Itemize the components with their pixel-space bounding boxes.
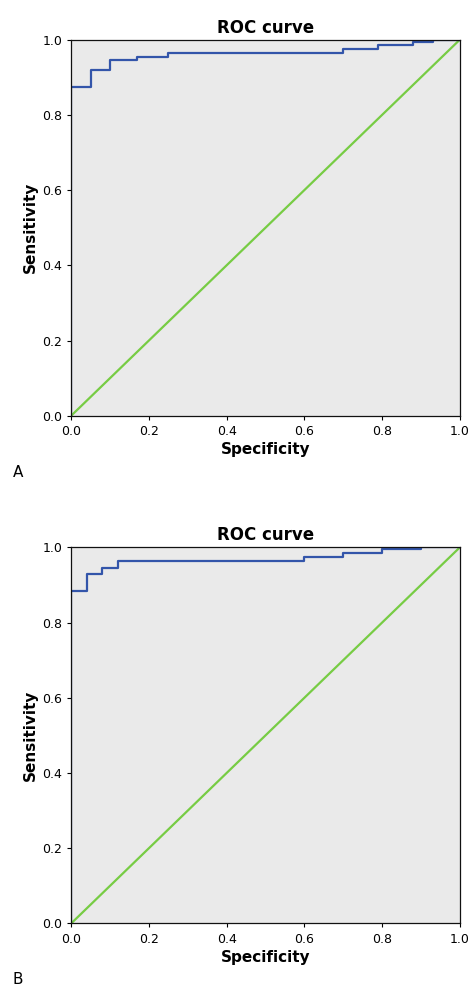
Y-axis label: Sensitivity: Sensitivity	[23, 690, 38, 781]
Title: ROC curve: ROC curve	[217, 19, 314, 37]
X-axis label: Specificity: Specificity	[220, 949, 310, 964]
X-axis label: Specificity: Specificity	[220, 442, 310, 457]
Text: A: A	[13, 465, 23, 480]
Text: B: B	[13, 972, 23, 987]
Title: ROC curve: ROC curve	[217, 526, 314, 544]
Y-axis label: Sensitivity: Sensitivity	[23, 182, 38, 273]
